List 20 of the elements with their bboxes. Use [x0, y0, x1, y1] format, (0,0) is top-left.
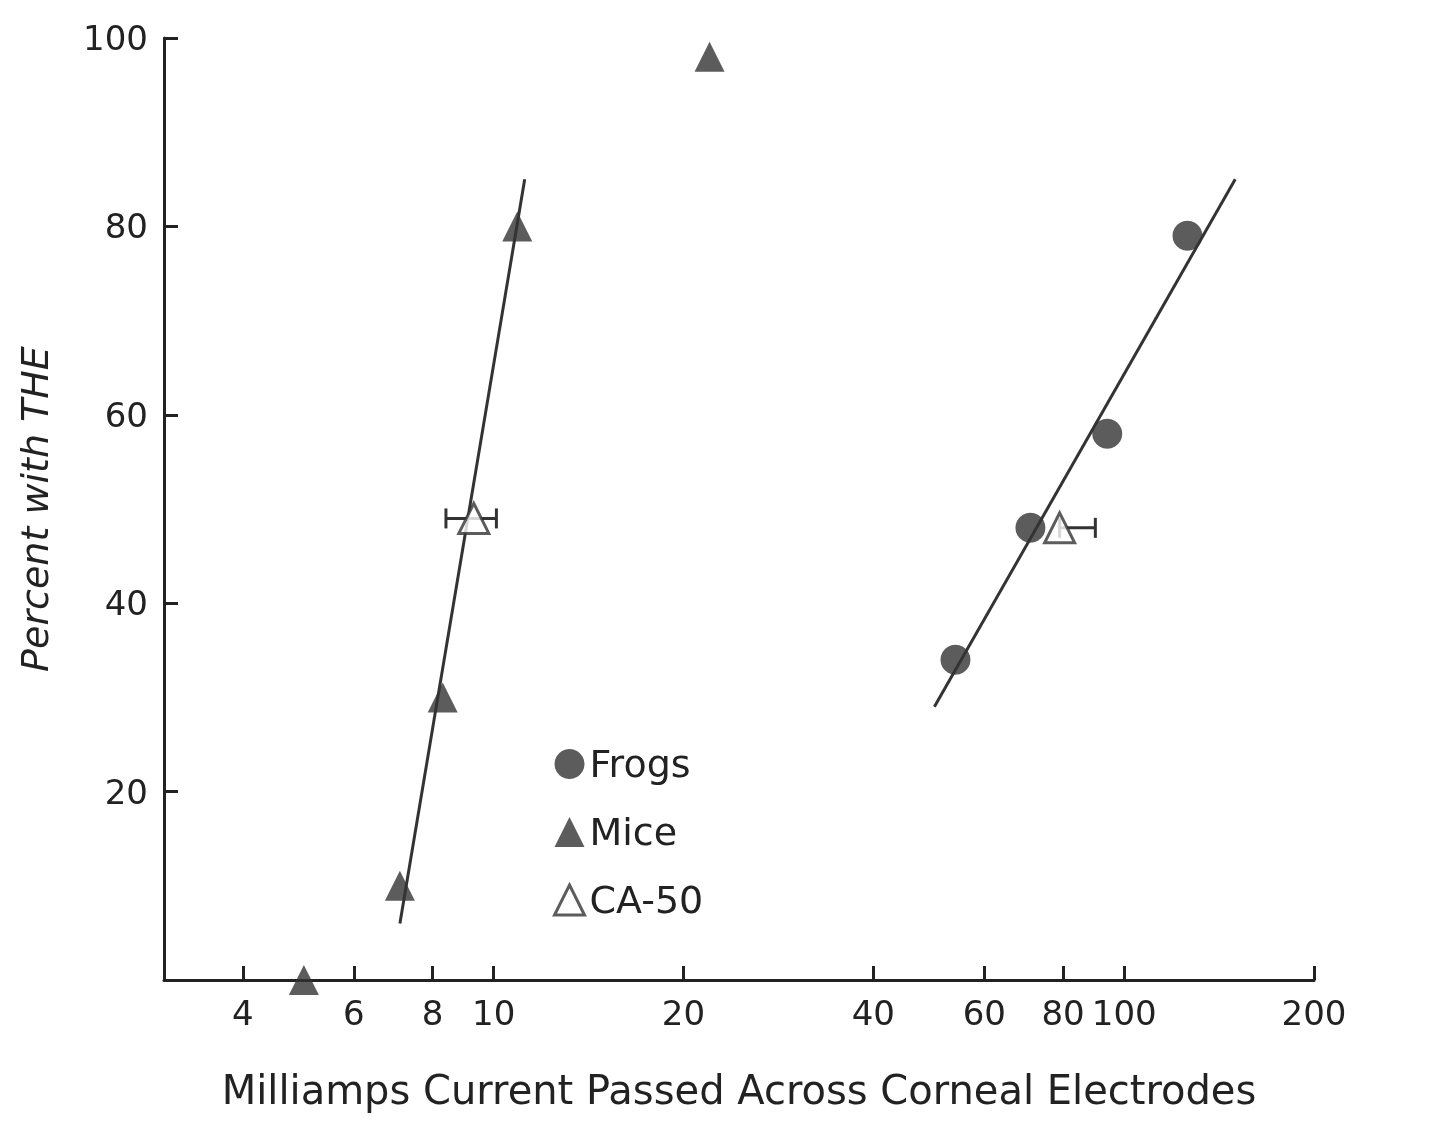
x-tick-label: 60	[962, 993, 1006, 1033]
x-tick-label: 80	[1041, 993, 1085, 1033]
x-tick-label: 6	[342, 993, 365, 1033]
y-tick-label: 80	[104, 206, 148, 247]
y-axis-title: Percent with THE	[13, 346, 57, 672]
x-tick-label: 4	[231, 993, 254, 1033]
y-tick-label: 100	[83, 18, 148, 58]
y-tick-label: 40	[104, 583, 148, 624]
x-axis-title: Milliamps Current Passed Across Corneal Electrodes	[221, 1067, 1257, 1113]
y-tick-label: 20	[104, 771, 148, 812]
x-tick-label: 10	[472, 993, 516, 1033]
x-tick-label: 100	[1091, 993, 1157, 1033]
x-tick-label: 8	[421, 993, 444, 1033]
x-tick-label: 20	[661, 993, 706, 1033]
legend-label: Mice	[589, 810, 678, 854]
legend-label: Frogs	[589, 742, 691, 786]
x-tick-label: 200	[1281, 993, 1347, 1033]
legend-label: CA-50	[589, 878, 704, 922]
x-tick-label: 40	[851, 993, 895, 1033]
y-tick-label: 60	[104, 394, 148, 435]
